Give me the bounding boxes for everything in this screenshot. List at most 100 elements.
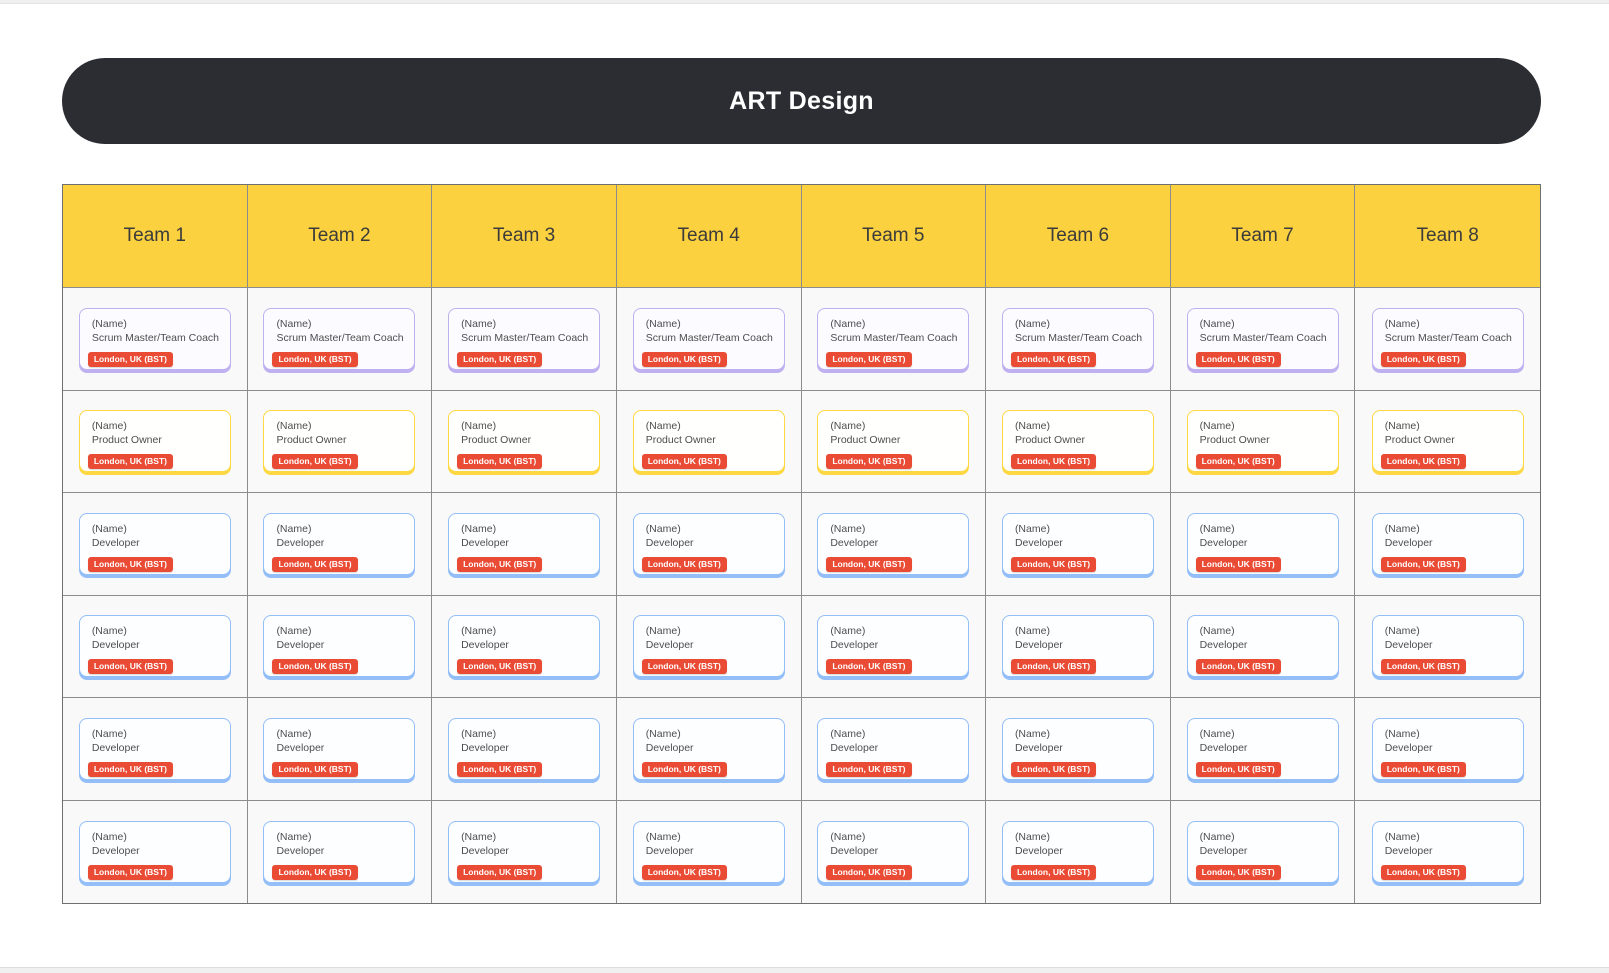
location-tag[interactable]: London, UK (BST) xyxy=(457,864,543,880)
team-header-5[interactable]: Team 5 xyxy=(801,185,987,288)
location-tag[interactable]: London, UK (BST) xyxy=(826,864,912,880)
location-tag[interactable]: London, UK (BST) xyxy=(1010,761,1097,777)
role-card-developer[interactable]: (Name) Developer London, UK (BST) xyxy=(78,717,231,780)
location-tag[interactable]: London, UK (BST) xyxy=(87,659,173,675)
team-header-3[interactable]: Team 3 xyxy=(432,185,617,288)
location-tag[interactable]: London, UK (BST) xyxy=(826,659,912,675)
role-card-developer[interactable]: (Name) Developer London, UK (BST) xyxy=(1371,512,1524,575)
team-header-4[interactable]: Team 4 xyxy=(616,185,802,288)
location-tag[interactable]: London, UK (BST) xyxy=(1195,351,1281,367)
location-tag[interactable]: London, UK (BST) xyxy=(1010,864,1097,880)
location-tag[interactable]: London, UK (BST) xyxy=(1380,761,1466,777)
role-card-product-owner[interactable]: (Name) Product Owner London, UK (BST) xyxy=(1371,410,1524,473)
location-tag[interactable]: London, UK (BST) xyxy=(1380,454,1466,470)
role-card-scrum-master[interactable]: (Name) Scrum Master/Team Coach London, UK … xyxy=(448,307,601,370)
role-card-scrum-master[interactable]: (Name) Scrum Master/Team Coach London, UK … xyxy=(817,307,970,370)
role-card-developer[interactable]: (Name) Developer London, UK (BST) xyxy=(817,820,970,883)
location-tag[interactable]: London, UK (BST) xyxy=(457,761,543,777)
role-card-scrum-master[interactable]: (Name) Scrum Master/Team Coach London, UK … xyxy=(1186,307,1339,370)
role-card-developer[interactable]: (Name) Developer London, UK (BST) xyxy=(263,717,416,780)
location-tag[interactable]: London, UK (BST) xyxy=(1380,659,1466,675)
location-tag[interactable]: London, UK (BST) xyxy=(1010,659,1097,675)
location-tag[interactable]: London, UK (BST) xyxy=(1380,351,1466,367)
team-header-2[interactable]: Team 2 xyxy=(247,185,433,288)
team-header-7[interactable]: Team 7 xyxy=(1170,185,1356,288)
role-card-developer[interactable]: (Name) Developer London, UK (BST) xyxy=(263,512,416,575)
location-tag[interactable]: London, UK (BST) xyxy=(1010,454,1097,470)
role-card-product-owner[interactable]: (Name) Product Owner London, UK (BST) xyxy=(448,410,601,473)
role-card-developer[interactable]: (Name) Developer London, UK (BST) xyxy=(817,717,970,780)
location-tag[interactable]: London, UK (BST) xyxy=(826,351,912,367)
location-tag[interactable]: London, UK (BST) xyxy=(1195,864,1281,880)
location-tag[interactable]: London, UK (BST) xyxy=(641,556,727,572)
location-tag[interactable]: London, UK (BST) xyxy=(1380,864,1466,880)
role-card-developer[interactable]: (Name) Developer London, UK (BST) xyxy=(1001,512,1154,575)
role-card-developer[interactable]: (Name) Developer London, UK (BST) xyxy=(1186,717,1339,780)
role-card-developer[interactable]: (Name) Developer London, UK (BST) xyxy=(1371,615,1524,678)
role-card-developer[interactable]: (Name) Developer London, UK (BST) xyxy=(632,615,785,678)
role-card-product-owner[interactable]: (Name) Product Owner London, UK (BST) xyxy=(263,410,416,473)
role-card-product-owner[interactable]: (Name) Product Owner London, UK (BST) xyxy=(1186,410,1339,473)
role-card-developer[interactable]: (Name) Developer London, UK (BST) xyxy=(1001,820,1154,883)
role-card-scrum-master[interactable]: (Name) Scrum Master/Team Coach London, UK … xyxy=(78,307,231,370)
role-card-developer[interactable]: (Name) Developer London, UK (BST) xyxy=(448,717,601,780)
location-tag[interactable]: London, UK (BST) xyxy=(272,659,358,675)
role-card-scrum-master[interactable]: (Name) Scrum Master/Team Coach London, UK … xyxy=(1001,307,1154,370)
role-card-scrum-master[interactable]: (Name) Scrum Master/Team Coach London, UK … xyxy=(632,307,785,370)
role-card-product-owner[interactable]: (Name) Product Owner London, UK (BST) xyxy=(817,410,970,473)
role-card-developer[interactable]: (Name) Developer London, UK (BST) xyxy=(78,615,231,678)
location-tag[interactable]: London, UK (BST) xyxy=(826,556,912,572)
location-tag[interactable]: London, UK (BST) xyxy=(1195,659,1281,675)
role-card-developer[interactable]: (Name) Developer London, UK (BST) xyxy=(632,512,785,575)
role-card-scrum-master[interactable]: (Name) Scrum Master/Team Coach London, UK … xyxy=(1371,307,1524,370)
role-card-scrum-master[interactable]: (Name) Scrum Master/Team Coach London, UK … xyxy=(263,307,416,370)
board-title-shape[interactable]: ART Design xyxy=(62,58,1541,144)
location-tag[interactable]: London, UK (BST) xyxy=(641,761,727,777)
role-card-developer[interactable]: (Name) Developer London, UK (BST) xyxy=(817,512,970,575)
location-tag[interactable]: London, UK (BST) xyxy=(87,761,173,777)
location-tag[interactable]: London, UK (BST) xyxy=(826,761,912,777)
role-card-developer[interactable]: (Name) Developer London, UK (BST) xyxy=(1186,615,1339,678)
location-tag[interactable]: London, UK (BST) xyxy=(457,659,543,675)
location-tag[interactable]: London, UK (BST) xyxy=(641,659,727,675)
role-card-developer[interactable]: (Name) Developer London, UK (BST) xyxy=(263,615,416,678)
location-tag[interactable]: London, UK (BST) xyxy=(641,864,727,880)
location-tag[interactable]: London, UK (BST) xyxy=(87,454,173,470)
team-header-1[interactable]: Team 1 xyxy=(63,185,248,288)
role-card-product-owner[interactable]: (Name) Product Owner London, UK (BST) xyxy=(78,410,231,473)
role-card-developer[interactable]: (Name) Developer London, UK (BST) xyxy=(448,615,601,678)
location-tag[interactable]: London, UK (BST) xyxy=(272,864,358,880)
location-tag[interactable]: London, UK (BST) xyxy=(457,454,543,470)
role-card-developer[interactable]: (Name) Developer London, UK (BST) xyxy=(78,512,231,575)
role-card-developer[interactable]: (Name) Developer London, UK (BST) xyxy=(1186,512,1339,575)
location-tag[interactable]: London, UK (BST) xyxy=(1010,351,1097,367)
role-card-developer[interactable]: (Name) Developer London, UK (BST) xyxy=(78,820,231,883)
role-card-developer[interactable]: (Name) Developer London, UK (BST) xyxy=(1001,717,1154,780)
role-card-developer[interactable]: (Name) Developer London, UK (BST) xyxy=(448,512,601,575)
location-tag[interactable]: London, UK (BST) xyxy=(641,454,727,470)
role-card-developer[interactable]: (Name) Developer London, UK (BST) xyxy=(263,820,416,883)
location-tag[interactable]: London, UK (BST) xyxy=(272,761,358,777)
location-tag[interactable]: London, UK (BST) xyxy=(272,351,358,367)
location-tag[interactable]: London, UK (BST) xyxy=(457,351,543,367)
location-tag[interactable]: London, UK (BST) xyxy=(87,556,173,572)
location-tag[interactable]: London, UK (BST) xyxy=(1010,556,1097,572)
role-card-product-owner[interactable]: (Name) Product Owner London, UK (BST) xyxy=(1001,410,1154,473)
location-tag[interactable]: London, UK (BST) xyxy=(87,864,173,880)
role-card-developer[interactable]: (Name) Developer London, UK (BST) xyxy=(1001,615,1154,678)
role-card-developer[interactable]: (Name) Developer London, UK (BST) xyxy=(632,717,785,780)
role-card-developer[interactable]: (Name) Developer London, UK (BST) xyxy=(1186,820,1339,883)
location-tag[interactable]: London, UK (BST) xyxy=(272,454,358,470)
location-tag[interactable]: London, UK (BST) xyxy=(1380,556,1466,572)
role-card-product-owner[interactable]: (Name) Product Owner London, UK (BST) xyxy=(632,410,785,473)
team-header-8[interactable]: Team 8 xyxy=(1355,185,1540,288)
location-tag[interactable]: London, UK (BST) xyxy=(457,556,543,572)
team-header-6[interactable]: Team 6 xyxy=(986,185,1171,288)
location-tag[interactable]: London, UK (BST) xyxy=(1195,556,1281,572)
role-card-developer[interactable]: (Name) Developer London, UK (BST) xyxy=(448,820,601,883)
location-tag[interactable]: London, UK (BST) xyxy=(272,556,358,572)
role-card-developer[interactable]: (Name) Developer London, UK (BST) xyxy=(632,820,785,883)
location-tag[interactable]: London, UK (BST) xyxy=(1195,761,1281,777)
role-card-developer[interactable]: (Name) Developer London, UK (BST) xyxy=(817,615,970,678)
role-card-developer[interactable]: (Name) Developer London, UK (BST) xyxy=(1371,717,1524,780)
